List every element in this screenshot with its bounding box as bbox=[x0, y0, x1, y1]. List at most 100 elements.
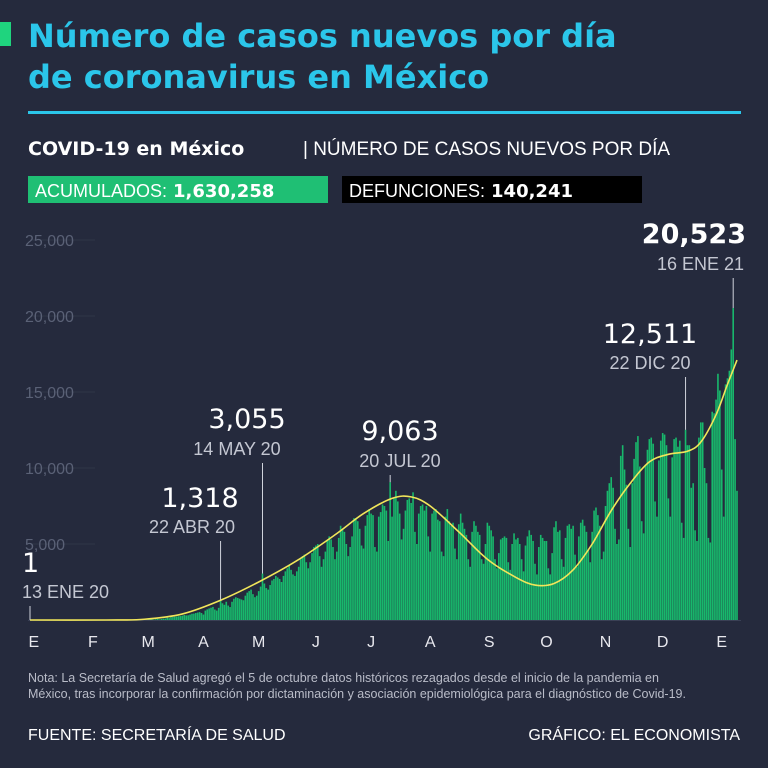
bar bbox=[351, 536, 353, 620]
bar bbox=[680, 522, 683, 620]
bar bbox=[690, 487, 693, 620]
bar bbox=[419, 506, 422, 620]
bar bbox=[696, 540, 698, 620]
bar bbox=[656, 516, 658, 620]
bar bbox=[635, 442, 637, 620]
bar bbox=[374, 547, 376, 620]
annotation-date: 13 ENE 20 bbox=[22, 582, 109, 602]
bar bbox=[236, 597, 239, 620]
annotation-date: 22 DIC 20 bbox=[609, 353, 690, 373]
title-line: de coronavirus en México bbox=[28, 58, 489, 96]
bar bbox=[654, 501, 656, 620]
bar bbox=[417, 513, 420, 620]
bar bbox=[528, 530, 531, 620]
bar bbox=[214, 609, 216, 620]
bar bbox=[536, 574, 538, 620]
bar bbox=[583, 525, 586, 620]
bar bbox=[174, 616, 176, 620]
badge-label: DEFUNCIONES: bbox=[349, 181, 485, 201]
bar bbox=[732, 308, 734, 620]
bar bbox=[416, 544, 418, 620]
bar bbox=[538, 547, 540, 620]
bar bbox=[221, 603, 224, 620]
x-tick-label: E bbox=[28, 634, 39, 651]
bar bbox=[208, 608, 210, 620]
bar bbox=[151, 619, 153, 620]
bar bbox=[463, 528, 466, 620]
bar bbox=[543, 540, 546, 620]
bar bbox=[191, 613, 193, 620]
bar bbox=[675, 437, 677, 620]
bar bbox=[343, 531, 346, 620]
bar bbox=[637, 436, 639, 620]
bar bbox=[246, 592, 249, 620]
bar bbox=[452, 522, 454, 620]
bar bbox=[217, 607, 220, 620]
subtitle-bold: COVID-19 en México bbox=[28, 138, 244, 160]
x-tick-label: J bbox=[312, 634, 320, 651]
bar bbox=[255, 595, 258, 620]
bar bbox=[698, 437, 700, 620]
bar bbox=[175, 616, 178, 620]
bar bbox=[722, 516, 725, 620]
bar bbox=[522, 571, 525, 620]
bar bbox=[261, 573, 264, 620]
bar bbox=[212, 606, 214, 620]
bar bbox=[659, 440, 662, 620]
bar bbox=[648, 439, 651, 620]
bar bbox=[539, 534, 542, 620]
bar bbox=[168, 618, 170, 620]
bar bbox=[616, 544, 618, 620]
bar bbox=[705, 483, 708, 620]
note-line: Nota: La Secretaría de Salud agregó el 5… bbox=[28, 671, 659, 685]
bar bbox=[311, 553, 313, 620]
bar bbox=[185, 615, 188, 620]
bar bbox=[471, 531, 473, 620]
bar bbox=[158, 619, 161, 620]
bar bbox=[433, 510, 435, 620]
trend-line bbox=[29, 359, 738, 621]
bar bbox=[366, 515, 369, 620]
bar bbox=[355, 518, 357, 620]
bar bbox=[362, 548, 365, 620]
bar bbox=[425, 506, 428, 620]
bar bbox=[465, 534, 468, 620]
bar bbox=[438, 521, 441, 620]
x-tick-label: F bbox=[88, 634, 98, 651]
bar bbox=[280, 582, 283, 620]
bar bbox=[385, 510, 388, 620]
bar bbox=[313, 547, 315, 620]
bar bbox=[200, 613, 203, 620]
bar bbox=[398, 513, 401, 620]
bar bbox=[356, 521, 359, 620]
bar bbox=[490, 530, 492, 620]
bar bbox=[368, 509, 371, 620]
bar bbox=[442, 556, 445, 620]
bar bbox=[549, 574, 552, 620]
annotation-value: 12,511 bbox=[603, 319, 697, 350]
bar bbox=[640, 521, 643, 620]
bar bbox=[530, 534, 532, 620]
bar bbox=[326, 540, 329, 620]
bar bbox=[381, 504, 384, 620]
bar bbox=[478, 534, 481, 620]
bar bbox=[494, 559, 496, 620]
bar bbox=[639, 466, 641, 620]
bar bbox=[250, 589, 252, 620]
bar bbox=[736, 490, 738, 620]
bar bbox=[684, 429, 687, 620]
bar bbox=[692, 483, 694, 620]
bar bbox=[259, 586, 262, 620]
bar bbox=[719, 390, 721, 620]
bar bbox=[194, 613, 197, 620]
bar bbox=[177, 616, 180, 620]
bar bbox=[572, 525, 574, 620]
bar bbox=[633, 458, 635, 620]
bar bbox=[233, 598, 235, 620]
bar bbox=[461, 522, 464, 620]
bar bbox=[469, 566, 472, 620]
y-tick-label: 15,000 bbox=[25, 385, 74, 402]
x-tick-label: J bbox=[367, 634, 375, 651]
bar bbox=[364, 525, 367, 620]
